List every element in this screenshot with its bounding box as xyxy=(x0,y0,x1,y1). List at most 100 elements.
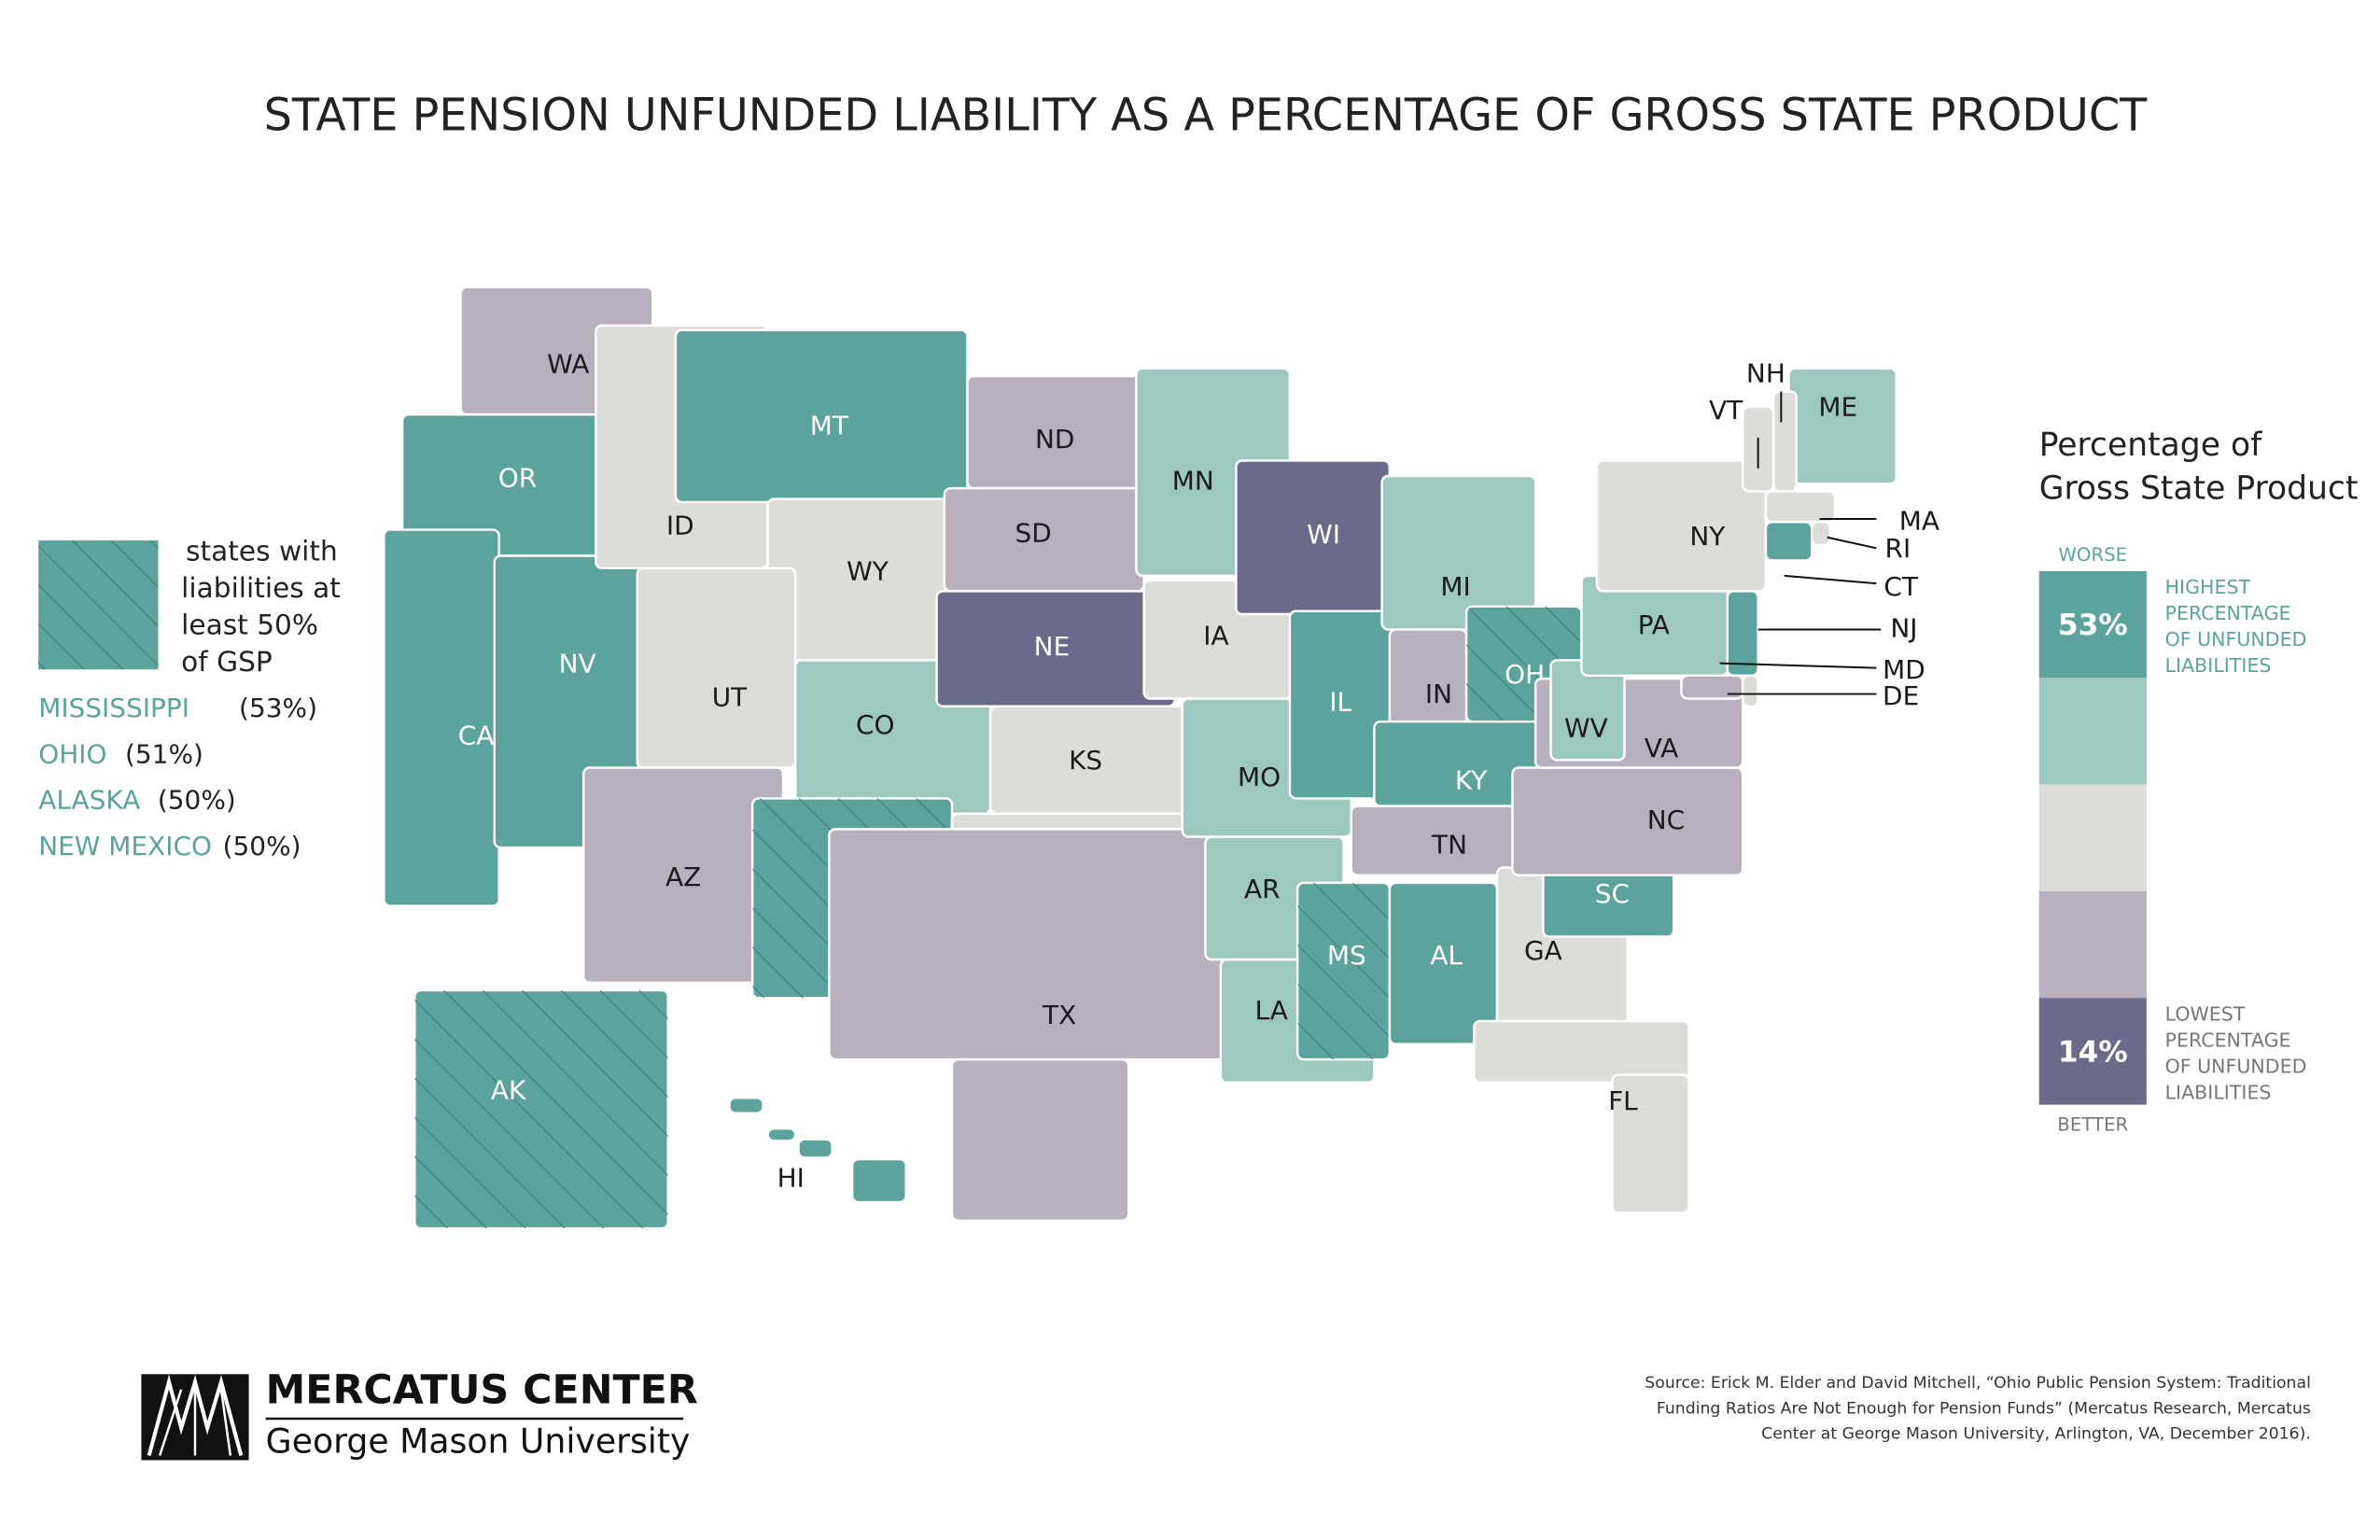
state-label: NV xyxy=(559,648,596,679)
state-shape xyxy=(383,528,500,907)
state-label: TX xyxy=(1042,1000,1076,1030)
state-shape xyxy=(1764,490,1837,524)
state-label: MD xyxy=(1883,654,1925,685)
state-label: TN xyxy=(1431,829,1467,860)
legend-low-value: 14% xyxy=(2058,1036,2128,1070)
state-label: AL xyxy=(1430,940,1463,971)
hatch-legend-text: least 50% xyxy=(181,609,318,641)
state-label: OR xyxy=(498,462,537,493)
state-label: MT xyxy=(810,410,849,441)
state-label: MI xyxy=(1440,571,1470,602)
hatch-state-name: ALASKA xyxy=(38,785,140,816)
title: STATE PENSION UNFUNDED LIABILITY AS A PE… xyxy=(264,91,2149,142)
state: SD xyxy=(943,486,1145,593)
state-shape xyxy=(1511,766,1744,876)
state-shape xyxy=(1726,590,1759,678)
hatch-state-value: (50%) xyxy=(158,785,236,816)
state-label: ND xyxy=(1035,424,1074,455)
state: TX xyxy=(828,828,1238,1223)
state-label: NC xyxy=(1647,805,1685,835)
state-label: UT xyxy=(712,682,748,713)
state: VT xyxy=(1709,395,1775,493)
state: ND xyxy=(966,374,1145,490)
state-shape xyxy=(828,828,1238,1061)
state-label: RI xyxy=(1885,533,1911,564)
leader-line xyxy=(1827,536,1877,550)
hatch-legend-text: of GSP xyxy=(181,646,273,678)
state-shape xyxy=(1787,367,1897,485)
state-label: WY xyxy=(847,556,889,587)
state: FL xyxy=(1473,1019,1690,1214)
state-hatch xyxy=(414,990,668,1229)
legend-better: BETTER xyxy=(2057,1113,2128,1135)
state: UT xyxy=(636,567,797,769)
state-label: NY xyxy=(1689,521,1726,552)
state-shape xyxy=(636,567,797,769)
state-label: MO xyxy=(1238,762,1281,792)
state: DE xyxy=(1727,674,1919,711)
legend-swatch xyxy=(2038,678,2147,785)
state-label: SD xyxy=(1015,517,1052,548)
state-label: KS xyxy=(1069,745,1102,776)
state-label: AZ xyxy=(665,861,701,892)
state-shape xyxy=(1771,390,1799,493)
legend-swatch xyxy=(2038,784,2147,891)
state: KS xyxy=(988,705,1199,816)
state-label: SC xyxy=(1595,878,1630,909)
state: NY xyxy=(1595,459,1768,593)
state-label: IL xyxy=(1329,686,1351,717)
state: HI xyxy=(728,1096,907,1204)
state-label: LA xyxy=(1255,995,1288,1026)
state-shape xyxy=(1741,674,1759,707)
hatch-state-value: (53%) xyxy=(239,693,317,723)
hatch-legend-text: liabilities at xyxy=(181,572,341,604)
state-label: CO xyxy=(856,709,895,740)
state-label: ME xyxy=(1818,392,1857,423)
hatch-state-value: (50%) xyxy=(223,831,301,861)
state: WY xyxy=(766,497,949,662)
state-shape xyxy=(797,1138,833,1159)
legend-title: Gross State Product xyxy=(2039,469,2359,507)
state: MD xyxy=(1680,654,1925,700)
state: MS xyxy=(1295,881,1392,1061)
legend-worse: WORSE xyxy=(2058,544,2127,566)
state-label: WI xyxy=(1307,519,1340,550)
state: RI xyxy=(1811,521,1911,564)
legend-swatch xyxy=(2038,570,2147,679)
state-label: MN xyxy=(1172,466,1214,497)
state: AK xyxy=(413,988,669,1230)
state: CT xyxy=(1764,521,1919,602)
state-label: AK xyxy=(491,1075,526,1106)
state-label: MS xyxy=(1327,940,1366,971)
state-label: KY xyxy=(1455,764,1488,795)
state-label: CA xyxy=(458,721,495,751)
legend-low-text: PERCENTAGE xyxy=(2165,1029,2291,1051)
state-shape xyxy=(1811,521,1832,547)
source-text: Center at George Mason University, Arlin… xyxy=(1761,1424,2311,1443)
state-label: VA xyxy=(1645,733,1678,763)
state-label: NE xyxy=(1034,631,1071,662)
state: MT xyxy=(674,329,969,504)
state-label: NH xyxy=(1746,357,1785,388)
state: NC xyxy=(1511,766,1744,876)
state-label: IN xyxy=(1425,679,1452,709)
hatch-state-name: OHIO xyxy=(38,738,106,769)
leader-line xyxy=(1784,574,1877,585)
hatch-state-name: NEW MEXICO xyxy=(38,831,212,861)
logo: MERCATUS CENTER George Mason University xyxy=(141,1367,698,1461)
state-hatch xyxy=(1297,882,1390,1060)
legend-high-text: PERCENTAGE xyxy=(2165,602,2291,624)
state-label: HI xyxy=(777,1162,805,1193)
legend-low-text: OF UNFUNDED xyxy=(2165,1055,2307,1077)
state-label: AR xyxy=(1244,874,1281,904)
state-shape xyxy=(1611,1073,1690,1214)
state-shape xyxy=(1680,674,1744,700)
state: NE xyxy=(935,590,1176,707)
state-label: WA xyxy=(547,349,589,380)
source-text: Source: Erick M. Elder and David Mitchel… xyxy=(1645,1374,2311,1393)
state-label: VT xyxy=(1709,395,1743,426)
state-shape xyxy=(1473,1019,1690,1085)
state-shape xyxy=(1595,459,1768,593)
hatch-state-name: MISSISSIPPI xyxy=(38,693,189,723)
state-label: PA xyxy=(1638,609,1670,640)
